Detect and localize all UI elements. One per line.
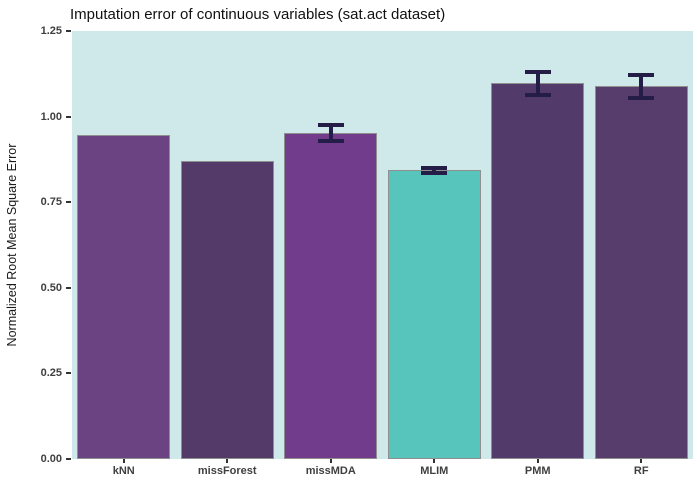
y-tick-mark (66, 372, 71, 375)
y-tick-label: 1.00 (40, 110, 62, 123)
errorbar-vline (535, 70, 540, 98)
bar-MLIM (387, 170, 481, 459)
x-tick-label: MLIM (420, 465, 449, 477)
y-axis-title: Normalized Root Mean Square Error (5, 143, 19, 347)
x-tick-mark (329, 459, 332, 463)
errorbar-cap-bottom (317, 139, 344, 144)
bar-missMDA (284, 133, 378, 459)
bar-PMM (491, 83, 585, 459)
x-tick-mark (536, 459, 539, 463)
errorbar-PMM (524, 70, 551, 98)
errorbar-MLIM (421, 165, 448, 176)
plot-panel (72, 31, 693, 459)
y-tick-label: 1.25 (40, 25, 62, 37)
x-tick-label: missForest (197, 465, 257, 477)
errorbar-vline (328, 123, 333, 144)
y-tick-label: 0.00 (40, 453, 62, 465)
y-tick-label: 0.25 (40, 367, 62, 380)
y-tick-label: 0.75 (40, 196, 62, 209)
errorbar-cap-bottom (628, 96, 655, 101)
bar-RF (594, 86, 688, 459)
x-tick-mark (226, 459, 229, 463)
x-tick-mark (640, 459, 643, 463)
errorbar-RF (628, 73, 655, 101)
chart-title: Imputation error of continuous variables… (70, 6, 446, 23)
y-tick-mark (66, 458, 71, 460)
x-tick-label: missMDA (305, 465, 356, 477)
x-tick-mark (122, 459, 125, 463)
errorbar-missMDA (317, 123, 344, 144)
errorbar-cap-bottom (524, 93, 551, 98)
bar-missForest (180, 161, 274, 459)
y-tick-mark (66, 115, 71, 118)
bar-kNN (77, 135, 171, 459)
errorbar-cap-bottom (421, 171, 448, 176)
x-tick-label: PMM (524, 465, 551, 477)
errorbar-vline (639, 73, 644, 101)
y-tick-label: 0.50 (40, 281, 62, 294)
y-tick-mark (66, 201, 71, 204)
y-tick-mark (66, 286, 71, 289)
x-tick-label: kNN (112, 465, 135, 477)
x-tick-mark (433, 459, 436, 463)
errorbar-vline (432, 165, 437, 176)
x-tick-label: RF (633, 465, 649, 477)
y-tick-mark (66, 30, 71, 32)
